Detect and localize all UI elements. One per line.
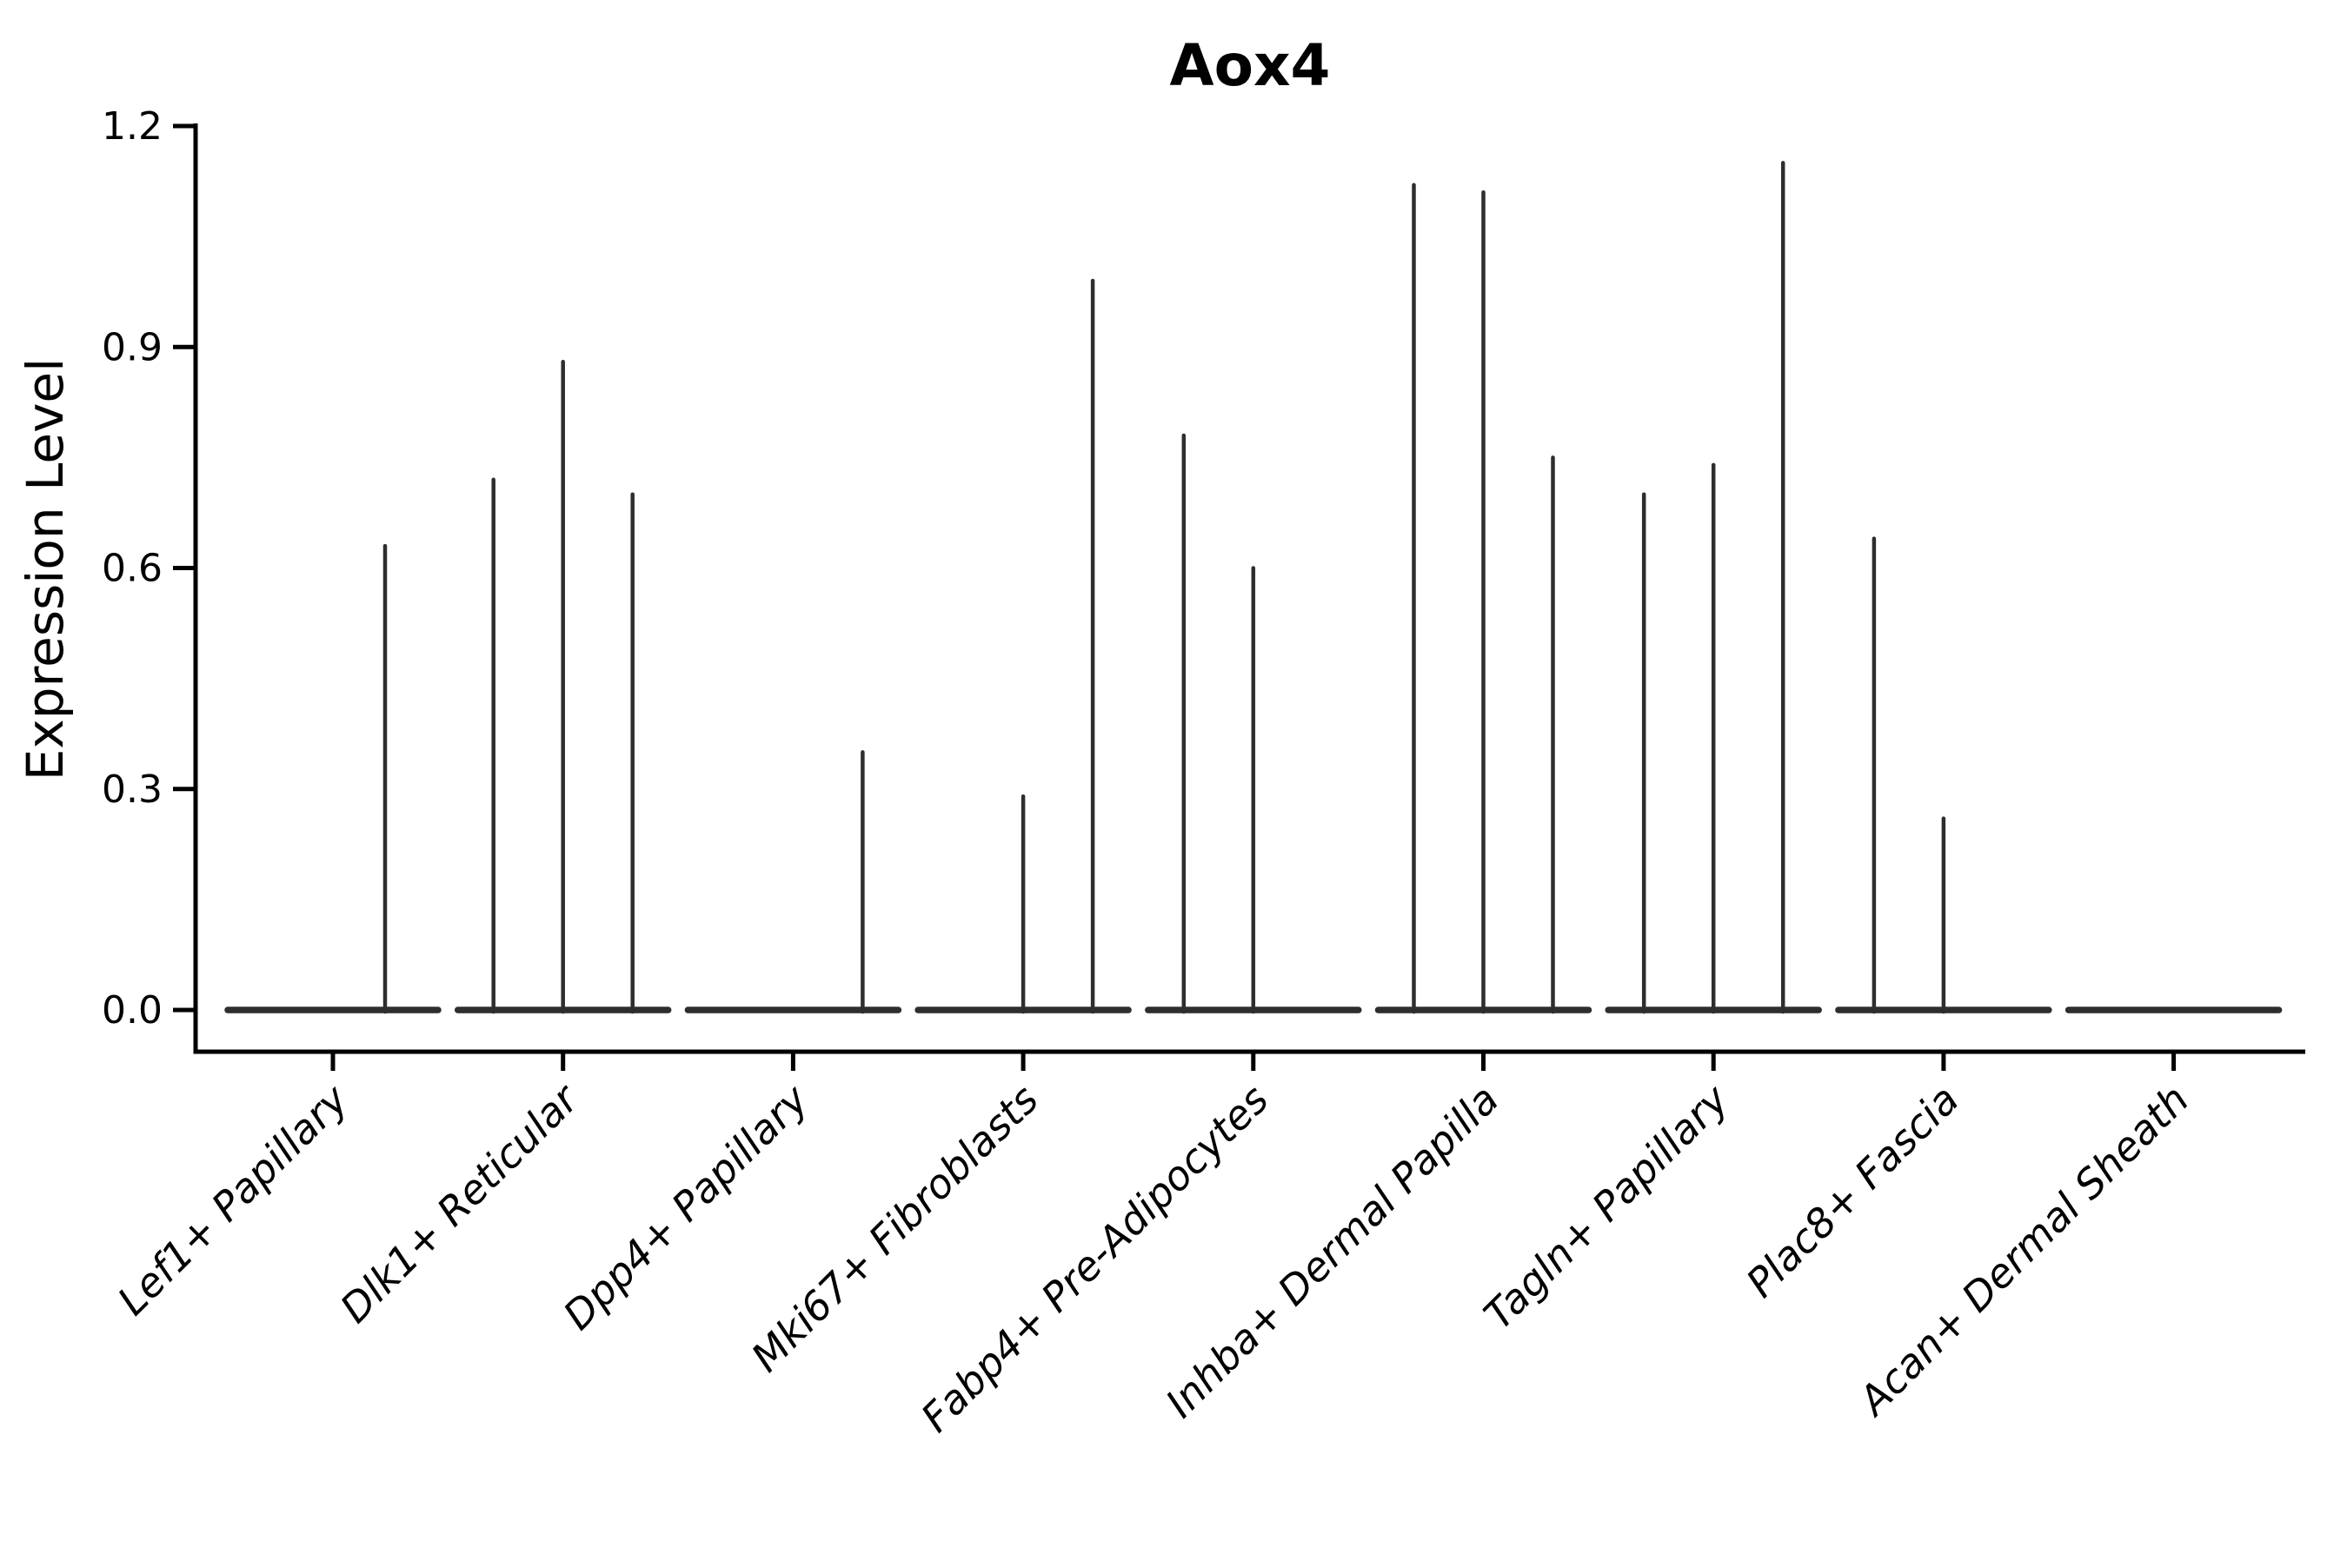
y-tick-labels: 0.0 0.3 0.6 0.9 1.2: [102, 104, 163, 1033]
x-tick-label: Dpp4+ Papillary: [555, 1075, 818, 1339]
x-tick-label: Lef1+ Papillary: [109, 1075, 357, 1324]
violins: [224, 161, 2283, 1014]
y-tick-label: 0.0: [102, 988, 163, 1033]
x-tick-label: Tagln+ Papillary: [1475, 1075, 1739, 1339]
y-tick-label: 0.6: [102, 547, 163, 591]
x-tick-label: Plac8+ Fascia: [1737, 1076, 1967, 1306]
axes: [173, 123, 2305, 1071]
x-tick-label: Dlk1+ Reticular: [331, 1073, 589, 1332]
y-tick-label: 0.3: [102, 767, 163, 812]
y-axis-label: Expression Level: [16, 358, 75, 781]
y-tick-label: 0.9: [102, 325, 163, 369]
y-tick-label: 1.2: [102, 104, 163, 149]
chart-title: Aox4: [1170, 32, 1331, 99]
